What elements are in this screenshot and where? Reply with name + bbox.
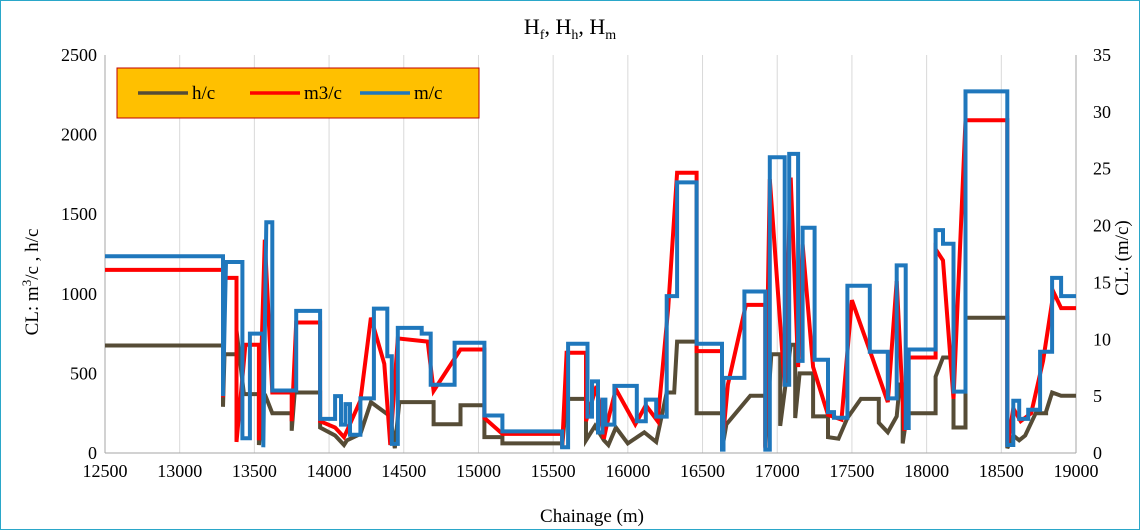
series-lines (105, 89, 1076, 452)
y-left-tick-label: 500 (70, 363, 97, 383)
y-right-tick-label: 20 (1093, 216, 1111, 236)
y-right-tick-label: 25 (1093, 159, 1111, 179)
y-left-tick-label: 0 (88, 443, 97, 463)
x-tick-label: 18500 (979, 461, 1024, 481)
x-tick-label: 19000 (1054, 461, 1099, 481)
legend-label-h-c: h/c (192, 83, 215, 104)
x-tick-label: 14000 (307, 461, 352, 481)
plot-area (104, 55, 1077, 454)
x-tick-label: 16000 (605, 461, 650, 481)
y-left-tick-label: 1500 (61, 204, 97, 224)
x-tick-label: 17500 (829, 461, 874, 481)
y-right-tick-label: 0 (1093, 443, 1102, 463)
y-right-tick-label: 5 (1093, 386, 1102, 406)
chart-title: Hf, Hh, Hm (524, 14, 616, 43)
x-tick-label: 15500 (531, 461, 576, 481)
y-right-tick-label: 10 (1093, 329, 1111, 349)
x-tick-label: 13000 (157, 461, 202, 481)
y-right-tick-label: 35 (1093, 45, 1111, 65)
x-tick-label: 14500 (381, 461, 426, 481)
series-line-m3-c (105, 118, 1076, 449)
y-left-tick-label: 1000 (61, 284, 97, 304)
y-right-tick-label: 15 (1093, 272, 1111, 292)
x-tick-label: 12500 (83, 461, 128, 481)
y-axis-right-title: CL: (m/c) (1112, 220, 1133, 295)
y-right-tick-label: 30 (1093, 102, 1111, 122)
x-tick-label: 16500 (680, 461, 725, 481)
y-left-tick-label: 2000 (61, 125, 97, 145)
x-axis-title: Chainage (m) (540, 506, 644, 527)
x-tick-label: 13500 (232, 461, 277, 481)
legend-label-m-c: m/c (414, 83, 443, 104)
x-tick-label: 17000 (755, 461, 800, 481)
series-line-m-c (105, 89, 1076, 452)
x-tick-label: 15000 (456, 461, 501, 481)
x-tick-label: 18000 (904, 461, 949, 481)
legend-label-m3-c: m3/c (304, 83, 342, 104)
axis-ticks: 12500 13000 13500 14000 14500 15000 15500 16000… (61, 45, 1111, 481)
legend: h/c m3/c m/c (116, 67, 480, 119)
y-axis-left-title: CL: m3/c , h/c (19, 229, 43, 336)
y-left-tick-label: 2500 (61, 45, 97, 65)
